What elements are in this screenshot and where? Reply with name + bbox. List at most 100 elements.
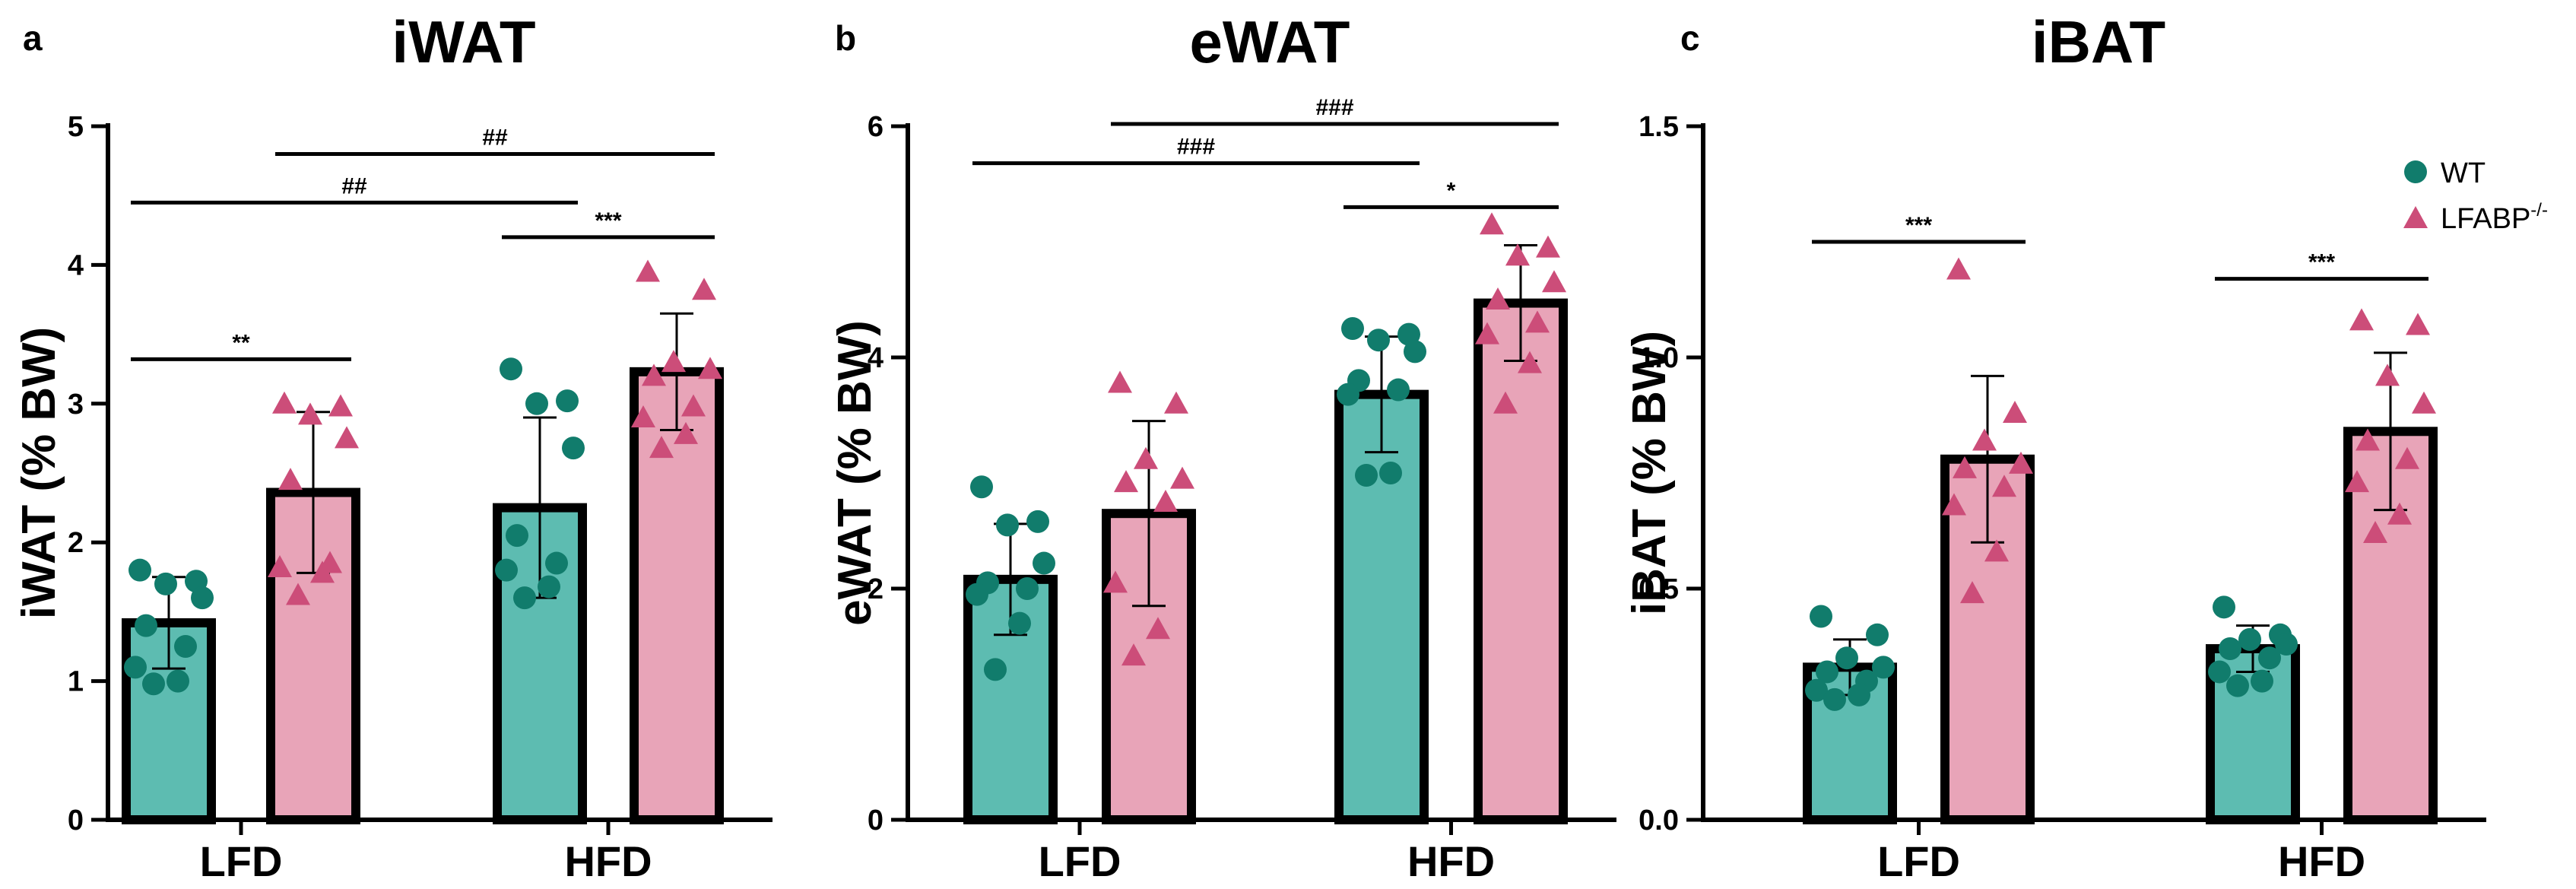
data-point	[642, 364, 666, 386]
data-point	[1536, 235, 1560, 258]
data-point	[538, 575, 560, 598]
data-point	[1542, 270, 1566, 293]
data-point	[1337, 383, 1359, 406]
legend-ko-superscript: -/-	[2530, 200, 2548, 221]
data-point	[996, 513, 1019, 537]
data-point	[286, 583, 310, 605]
y-tick-label: 0	[868, 805, 884, 837]
y-tick-label: 5	[68, 111, 84, 143]
data-point	[268, 555, 292, 578]
data-point	[2406, 313, 2430, 335]
data-point	[1033, 551, 1055, 575]
data-point	[1525, 310, 1550, 333]
data-point	[1810, 605, 1832, 628]
data-point	[1972, 428, 1997, 451]
legend-wt-label: WT	[2441, 157, 2486, 189]
bar	[630, 367, 724, 824]
x-tick-label: LFD	[1039, 837, 1121, 885]
significance-label: ##	[482, 125, 508, 150]
data-point	[1114, 470, 1138, 493]
data-point	[1008, 611, 1031, 635]
data-point	[1992, 475, 2016, 497]
data-point	[1379, 462, 1402, 484]
data-point	[1946, 257, 1971, 280]
data-point	[1835, 646, 1858, 670]
data-point	[2349, 308, 2374, 331]
data-point	[1505, 243, 1530, 266]
legend-ko-name: LFABP	[2441, 203, 2530, 235]
y-axis-label: iWAT (% BW)	[13, 327, 65, 620]
data-point	[142, 672, 165, 696]
data-point	[1397, 322, 1420, 346]
data-point	[2375, 364, 2400, 386]
data-point	[1355, 464, 1378, 487]
significance-label: ***	[1905, 213, 1932, 238]
data-point	[2356, 428, 2380, 451]
data-point	[661, 350, 686, 373]
data-point	[1164, 391, 1188, 414]
data-point	[1103, 570, 1128, 593]
data-point	[2363, 521, 2387, 544]
y-tick-label: 6	[868, 111, 884, 143]
y-tick-label: 0.0	[1639, 805, 1679, 837]
data-point	[1984, 539, 2009, 562]
chart-panel-a: a iWAT iWAT (% BW) 0 1 2 3 4 5 LFD HFD ** ## *** ##	[13, 8, 772, 885]
x-tick-label: HFD	[564, 837, 652, 885]
data-point	[2208, 660, 2231, 684]
data-point	[1848, 683, 1870, 706]
panel-letter: a	[23, 18, 43, 58]
data-point	[495, 558, 518, 582]
data-point	[174, 635, 197, 658]
data-point	[1108, 370, 1132, 393]
data-point	[191, 586, 214, 610]
chart-title: iWAT	[392, 8, 535, 75]
data-point	[2251, 669, 2273, 693]
data-point	[1953, 456, 1977, 478]
data-point	[1341, 317, 1364, 340]
data-point	[556, 389, 579, 413]
data-point	[631, 405, 655, 428]
data-point	[1121, 643, 1146, 666]
significance-label: ***	[595, 208, 621, 233]
data-point	[2226, 674, 2249, 697]
significance-label: ##	[341, 173, 367, 198]
data-point	[506, 524, 528, 548]
data-point	[525, 392, 548, 415]
data-point	[1387, 378, 1410, 402]
significance-label: ###	[1315, 95, 1353, 120]
chart-title: eWAT	[1190, 8, 1350, 75]
data-point	[335, 426, 359, 449]
data-point	[1026, 510, 1049, 533]
y-axis-label: iBAT (% BW)	[1623, 331, 1676, 615]
y-tick-label: 1.5	[1639, 111, 1679, 143]
y-axis-label: eWAT (% BW)	[829, 320, 881, 626]
data-point	[1493, 391, 1518, 414]
y-tick-label: 0	[68, 805, 84, 837]
y-tick-label: 1.0	[1639, 342, 1679, 374]
data-point	[328, 394, 353, 417]
data-point	[562, 437, 585, 460]
data-point	[2275, 632, 2298, 656]
data-point	[1404, 340, 1426, 364]
data-point	[1475, 322, 1499, 344]
data-point	[272, 391, 297, 414]
data-point	[2345, 470, 2369, 493]
data-point	[135, 614, 157, 637]
data-point	[1866, 623, 1889, 646]
x-tick-label: HFD	[1407, 837, 1495, 885]
y-tick-label: 4	[68, 249, 84, 281]
x-tick-label: HFD	[2278, 837, 2365, 885]
data-point	[966, 583, 988, 606]
bar	[1474, 298, 1568, 824]
y-tick-label: 1	[68, 666, 84, 698]
data-point	[2258, 646, 2281, 670]
data-point	[1805, 678, 1828, 702]
data-point	[1942, 493, 1966, 516]
data-point	[298, 402, 322, 425]
data-point	[1170, 466, 1194, 489]
legend-ko-label: LFABP-/-	[2441, 200, 2548, 235]
data-point	[692, 278, 716, 300]
data-point	[698, 357, 722, 379]
legend-wt-marker	[2404, 160, 2427, 183]
